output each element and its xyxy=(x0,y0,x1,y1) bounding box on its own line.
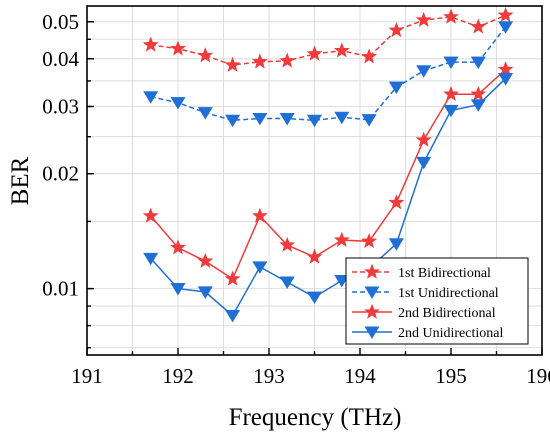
legend-entry: 1st Unidirectional xyxy=(352,286,499,301)
x-tick-label: 195 xyxy=(435,364,467,388)
y-tick-label: 0.02 xyxy=(42,162,79,186)
legend-entry: 2nd Unidirectional xyxy=(352,326,503,341)
data-point xyxy=(224,56,241,72)
legend-label: 1st Unidirectional xyxy=(398,286,499,301)
data-point xyxy=(279,276,295,289)
data-point xyxy=(252,261,268,274)
data-point xyxy=(470,85,487,101)
data-point xyxy=(388,238,404,251)
legend-marker xyxy=(364,303,380,319)
data-point xyxy=(443,8,459,24)
legend-marker xyxy=(364,286,380,299)
legend-marker xyxy=(364,263,380,279)
data-point xyxy=(470,18,487,34)
data-point xyxy=(333,231,350,247)
data-point xyxy=(415,131,432,147)
legend-entry: 1st Bidirectional xyxy=(352,263,491,281)
data-point xyxy=(306,45,323,61)
data-point xyxy=(143,252,159,266)
data-point xyxy=(251,53,268,69)
legend-marker xyxy=(364,326,380,339)
x-tick-label: 192 xyxy=(162,364,194,388)
data-point xyxy=(388,21,405,38)
plot-series xyxy=(142,6,514,323)
axis-ticks: 191 192 193 194 195 196 0.01 0.02 0.03 0.04 0.05 xyxy=(42,10,550,388)
legend-label: 2nd Bidirectional xyxy=(398,306,496,321)
data-point xyxy=(443,56,459,70)
data-point xyxy=(415,11,432,27)
x-tick-label: 193 xyxy=(253,364,285,388)
series-line xyxy=(150,68,507,281)
data-point xyxy=(361,114,377,127)
data-point xyxy=(197,286,213,299)
data-point xyxy=(498,73,514,86)
data-point xyxy=(170,97,186,110)
data-point xyxy=(470,56,486,70)
y-axis-label: BER xyxy=(7,156,34,205)
data-point xyxy=(334,111,350,125)
series-line xyxy=(150,78,507,317)
x-tick-label: 194 xyxy=(344,364,376,388)
x-axis-label: Frequency (THz) xyxy=(229,404,402,431)
data-point xyxy=(170,239,186,255)
legend-label: 1st Bidirectional xyxy=(398,266,491,281)
data-point xyxy=(197,252,214,268)
series-line xyxy=(150,14,506,66)
data-point xyxy=(251,207,268,223)
legend-entry: 2nd Bidirectional xyxy=(352,303,496,321)
data-point xyxy=(416,156,432,170)
data-point xyxy=(225,310,241,323)
data-point xyxy=(333,42,350,58)
data-point xyxy=(416,65,432,78)
data-point xyxy=(497,6,514,23)
data-point xyxy=(498,21,514,34)
series-1 xyxy=(142,6,514,72)
data-point xyxy=(334,274,350,288)
data-point xyxy=(306,248,323,264)
data-point xyxy=(279,52,296,68)
data-point xyxy=(388,194,405,210)
data-point xyxy=(142,207,159,223)
data-point xyxy=(306,291,323,304)
series-3 xyxy=(142,61,514,286)
data-point xyxy=(252,112,268,126)
data-point xyxy=(443,85,459,101)
data-point xyxy=(279,112,295,126)
y-tick-label: 0.04 xyxy=(42,47,79,71)
x-tick-label: 196 xyxy=(526,364,550,388)
data-point xyxy=(197,47,214,63)
data-point xyxy=(361,48,378,64)
y-tick-label: 0.05 xyxy=(42,10,79,34)
y-tick-label: 0.03 xyxy=(42,94,79,118)
series-line xyxy=(150,26,507,122)
data-point xyxy=(143,91,159,104)
legend-label: 2nd Unidirectional xyxy=(398,326,503,341)
data-point xyxy=(170,283,186,296)
data-point xyxy=(388,81,404,95)
data-point xyxy=(306,114,323,128)
data-point xyxy=(361,232,378,249)
data-point xyxy=(470,99,486,112)
data-point xyxy=(197,107,213,120)
data-point xyxy=(443,104,459,118)
data-point xyxy=(279,236,296,252)
series-2 xyxy=(143,21,514,128)
data-point xyxy=(142,36,159,52)
data-point xyxy=(225,114,241,128)
legend: 1st Bidirectional 1st Unidirectional 2nd B… xyxy=(345,257,529,345)
data-point xyxy=(170,40,186,56)
y-tick-label: 0.01 xyxy=(42,277,79,301)
data-point xyxy=(497,61,514,77)
x-tick-label: 191 xyxy=(71,364,103,388)
series-4 xyxy=(143,73,514,323)
data-point xyxy=(224,270,241,286)
